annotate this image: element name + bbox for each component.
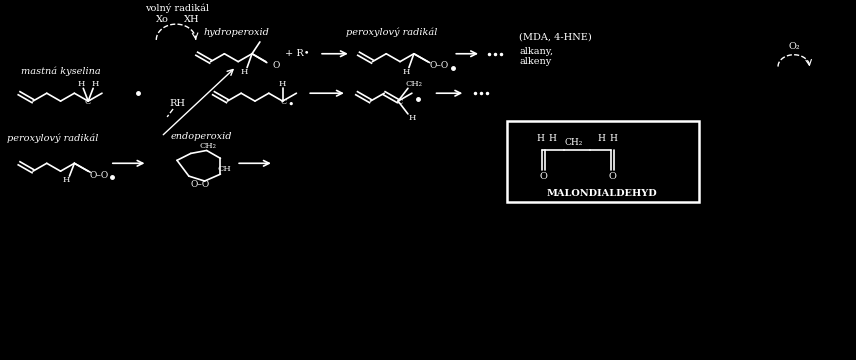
Text: CH: CH xyxy=(217,165,231,173)
Text: CH₂: CH₂ xyxy=(406,80,422,88)
Text: O₂: O₂ xyxy=(788,42,800,51)
Text: H: H xyxy=(62,176,70,184)
Text: (MDA, 4-HNE): (MDA, 4-HNE) xyxy=(520,32,592,41)
Text: H: H xyxy=(609,134,617,143)
Text: H: H xyxy=(408,114,415,122)
Text: H: H xyxy=(241,68,247,76)
Text: CH₂: CH₂ xyxy=(199,141,216,149)
Text: O–O: O–O xyxy=(190,180,210,189)
Text: + R•: + R• xyxy=(285,49,310,58)
Text: O–O: O–O xyxy=(89,171,109,180)
Text: H: H xyxy=(92,80,98,88)
Text: XH: XH xyxy=(184,15,199,24)
Text: endoperoxid: endoperoxid xyxy=(171,132,233,141)
Text: peroxylový radikál: peroxylový radikál xyxy=(347,27,437,37)
Text: H: H xyxy=(78,80,85,88)
Text: mastná kyselina: mastná kyselina xyxy=(21,67,100,76)
Text: O: O xyxy=(539,172,547,181)
Text: CH₂: CH₂ xyxy=(565,138,583,147)
Text: peroxylový radikál: peroxylový radikál xyxy=(7,134,98,143)
Text: O: O xyxy=(609,172,616,181)
Text: RH: RH xyxy=(169,99,185,108)
Text: alkany,
alkeny: alkany, alkeny xyxy=(520,47,554,66)
Text: O: O xyxy=(272,61,279,70)
Text: MALONDIALDEHYD: MALONDIALDEHYD xyxy=(546,189,657,198)
Text: Xo: Xo xyxy=(156,15,169,24)
Text: H: H xyxy=(402,68,410,76)
Text: C: C xyxy=(397,98,403,106)
Text: H: H xyxy=(536,134,544,143)
Text: H: H xyxy=(597,134,605,143)
Text: H: H xyxy=(279,80,286,88)
Text: volný radikál: volný radikál xyxy=(145,4,209,13)
Text: H: H xyxy=(548,134,556,143)
Text: C: C xyxy=(85,98,92,106)
Text: •: • xyxy=(288,100,294,110)
Text: O–O: O–O xyxy=(430,61,449,70)
Text: C: C xyxy=(281,98,287,106)
Bar xyxy=(507,121,699,202)
Text: hydroperoxid: hydroperoxid xyxy=(203,27,269,36)
